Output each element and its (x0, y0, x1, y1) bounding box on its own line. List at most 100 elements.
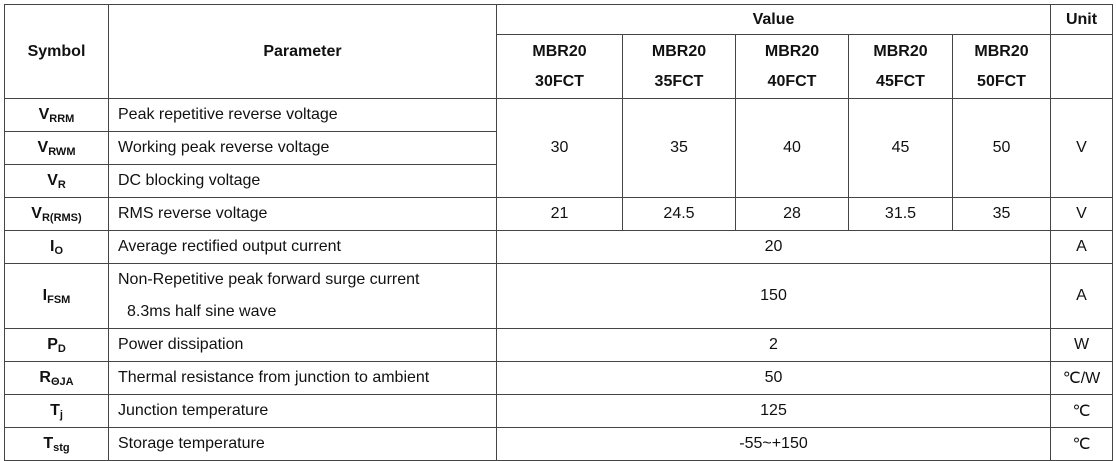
parameter-cell: Power dissipation (108, 328, 497, 362)
model-line: MBR20 (873, 42, 928, 60)
table-row: PD Power dissipation 2 W (4, 328, 1113, 362)
parameter-cell: Working peak reverse voltage (108, 131, 497, 165)
value-cell: 40 (735, 98, 849, 198)
symbol-subscript: RRM (49, 112, 75, 125)
symbol-cell: PD (4, 328, 109, 362)
unit-cell: V (1050, 197, 1113, 231)
table-row: VR(RMS) RMS reverse voltage 21 24.5 28 31.5 35… (4, 197, 1113, 231)
value-cell: 24.5 (622, 197, 736, 231)
symbol-subscript: stg (53, 441, 70, 454)
symbol-cell: Tstg (4, 427, 109, 461)
value-cell: 2 (496, 328, 1051, 362)
value-cell: 21 (496, 197, 623, 231)
model-cell: MBR20 30FCT (496, 34, 623, 99)
parameter-line: Working peak reverse voltage (118, 139, 330, 156)
symbol-base: I (42, 286, 48, 304)
parameter-cell: Peak repetitive reverse voltage (108, 98, 497, 132)
unit-cell: A (1050, 230, 1113, 264)
model-line: 35FCT (654, 72, 704, 90)
value-cell: 150 (496, 263, 1051, 329)
parameter-cell: RMS reverse voltage (108, 197, 497, 231)
parameter-line: DC blocking voltage (118, 172, 261, 189)
ratings-table: Symbol Parameter Value Unit MBR20 30FCT MB… (4, 4, 1113, 461)
table-body: Symbol Parameter Value Unit MBR20 30FCT MB… (4, 4, 1113, 461)
symbol-cell: VR (4, 164, 109, 198)
value-cell: 45 (848, 98, 953, 198)
symbol-cell: IO (4, 230, 109, 264)
parameter-cell: Thermal resistance from junction to ambi… (108, 361, 497, 395)
value-cell: 50 (496, 361, 1051, 395)
symbol-base: I (49, 237, 55, 255)
symbol-subscript: R (57, 178, 66, 191)
model-line: MBR20 (532, 42, 587, 60)
model-line: 50FCT (977, 72, 1026, 90)
parameter-cell: Non-Repetitive peak forward surge curren… (108, 263, 497, 329)
symbol-subscript: FSM (47, 293, 71, 306)
table-row: RΘJA Thermal resistance from junction to … (4, 361, 1113, 395)
model-cell: MBR20 45FCT (848, 34, 953, 99)
symbol-cell: IFSM (4, 263, 109, 329)
model-cell: MBR20 35FCT (622, 34, 736, 99)
header-row: MBR20 30FCT MBR20 35FCT MBR20 40FCT MBR20 45FCT… (5, 34, 1113, 99)
unit-spacer (1050, 34, 1113, 99)
parameter-line: 8.3ms half sine wave (127, 303, 277, 320)
value-cell: 35 (952, 197, 1051, 231)
symbol-base: P (47, 335, 58, 353)
parameter-line: Power dissipation (118, 336, 244, 353)
model-cell: MBR20 50FCT (952, 34, 1051, 99)
model-line: MBR20 (974, 42, 1029, 60)
header-cell: Symbol (4, 4, 109, 99)
parameter-line: Thermal resistance from junction to ambi… (118, 369, 430, 386)
unit-cell: A (1050, 263, 1113, 329)
model-line: 40FCT (767, 72, 817, 90)
table-row: VRWM Working peak reverse voltage (4, 131, 1113, 165)
model-line: MBR20 (764, 42, 820, 60)
symbol-cell: RΘJA (4, 361, 109, 395)
symbol-cell: VRRM (4, 98, 109, 132)
symbol-subscript: O (54, 244, 63, 257)
parameter-line: Non-Repetitive peak forward surge curren… (118, 271, 420, 288)
parameter-line: Average rectified output current (118, 238, 341, 255)
unit-cell: V (1050, 98, 1113, 198)
symbol-base: V (37, 138, 49, 156)
parameter-cell: Average rectified output current (108, 230, 497, 264)
parameter-cell: DC blocking voltage (108, 164, 497, 198)
symbol-subscript: j (59, 408, 63, 421)
symbol-cell: VRWM (4, 131, 109, 165)
symbol-base: R (39, 368, 51, 386)
table-row: Tj Junction temperature 125 ℃ (4, 394, 1113, 428)
header-cell: Unit (1050, 4, 1113, 35)
symbol-base: V (47, 171, 58, 189)
table-row: IFSM Non-Repetitive peak forward surge cu… (4, 263, 1113, 329)
table-row: VRRM Peak repetitive reverse voltage 30 35 4… (4, 98, 1113, 198)
symbol-base: V (38, 105, 50, 123)
model-cell: MBR20 40FCT (735, 34, 849, 99)
model-line: 45FCT (876, 72, 925, 90)
parameter-line: RMS reverse voltage (118, 205, 268, 222)
symbol-subscript: R(RMS) (41, 211, 82, 224)
parameter-cell: Junction temperature (108, 394, 497, 428)
value-cell: 30 (496, 98, 623, 198)
value-cell: -55~+150 (496, 427, 1051, 461)
parameter-line: Junction temperature (118, 402, 269, 419)
header-row: Symbol Parameter Value Unit (4, 4, 1113, 99)
symbol-base: T (50, 401, 60, 419)
symbol-cell: Tj (4, 394, 109, 428)
value-cell: 35 (622, 98, 736, 198)
unit-cell: W (1050, 328, 1113, 362)
value-cell: 28 (735, 197, 849, 231)
value-cell: 125 (496, 394, 1051, 428)
unit-cell: ℃ (1050, 427, 1113, 461)
symbol-cell: VR(RMS) (4, 197, 109, 231)
header-cell: Value (496, 4, 1051, 35)
table-row: VR DC blocking voltage (4, 164, 1113, 198)
parameter-cell: Storage temperature (108, 427, 497, 461)
unit-cell: ℃ (1050, 394, 1113, 428)
symbol-subscript: D (57, 342, 66, 355)
parameter-line: Storage temperature (118, 435, 265, 452)
symbol-base: T (43, 434, 54, 452)
header-cell: Parameter (108, 4, 497, 99)
table-row: Tstg Storage temperature -55~+150 ℃ (4, 427, 1113, 461)
table-row: IO Average rectified output current 20 A (4, 230, 1113, 264)
